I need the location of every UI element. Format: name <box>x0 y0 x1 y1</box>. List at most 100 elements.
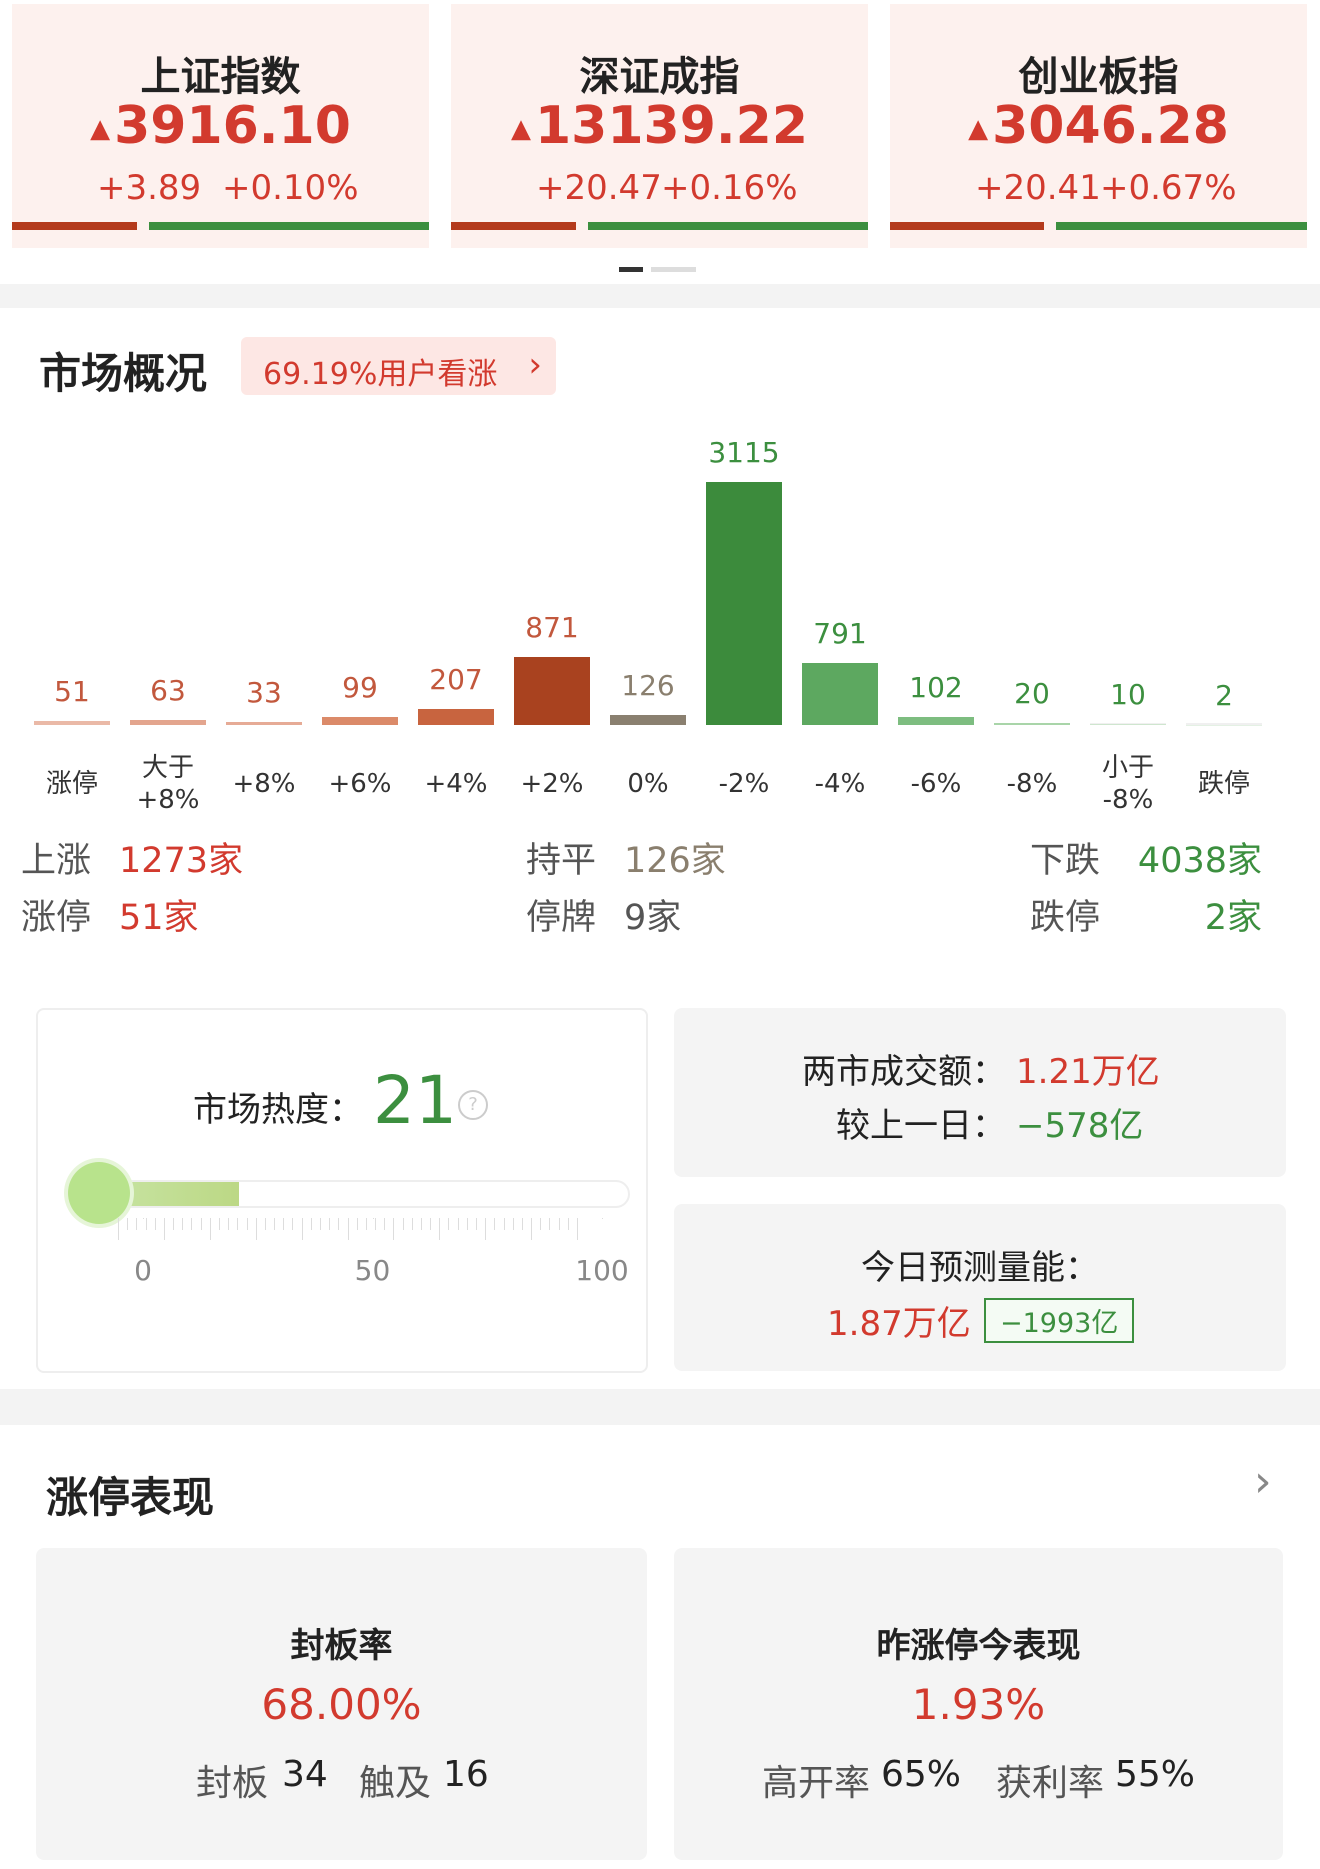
sentiment-badge[interactable]: 69.19%用户看涨 › <box>241 337 556 395</box>
gauge-minor-tick <box>457 1218 459 1230</box>
gauge-minor-tick <box>191 1218 193 1230</box>
gauge-tick <box>372 1218 374 1219</box>
gauge-minor-tick <box>420 1218 422 1230</box>
gauge-minor-tick <box>292 1218 294 1230</box>
index-name: 上证指数 <box>140 54 301 100</box>
section-title: 涨停表现 <box>46 1473 215 1522</box>
gauge-tick <box>602 1218 603 1219</box>
gauge-minor-tick <box>567 1218 569 1230</box>
stat-label: 上涨 <box>21 841 92 881</box>
bar-value: 126 <box>621 669 675 703</box>
gauge-minor-tick <box>393 1218 395 1240</box>
stat-value: 9家 <box>624 898 682 938</box>
gauge-minor-tick <box>430 1218 432 1230</box>
index-card[interactable]: 创业板指 ▲3046.28 +20.41 +0.67% <box>890 4 1307 248</box>
ratio-bar <box>149 222 429 230</box>
index-card[interactable]: 上证指数 ▲3916.10 +3.89 +0.10% <box>12 4 429 248</box>
gauge-minor-tick <box>521 1218 523 1230</box>
gauge-minor-tick <box>173 1218 175 1230</box>
gauge-minor-tick <box>494 1218 496 1230</box>
turnover-card: 两市成交额： 1.21万亿 较上一日： −578亿 <box>674 1008 1286 1177</box>
bar-category: -6% <box>910 769 962 799</box>
seal-card: 封板率 68.00% 封板 34 触及 16 <box>36 1548 647 1860</box>
forecast-delta: −1993亿 <box>984 1298 1135 1343</box>
gauge-minor-tick <box>375 1218 377 1230</box>
gauge-minor-tick <box>384 1218 386 1230</box>
bar <box>994 723 1070 725</box>
stat-label: 下跌 <box>1030 841 1101 881</box>
stat-label: 停牌 <box>526 898 597 938</box>
ratio-bar <box>1056 222 1307 230</box>
detail-value: 34 <box>282 1754 328 1795</box>
stat-value: 1273家 <box>119 841 244 881</box>
bar-category: +6% <box>328 769 392 799</box>
gauge-minor-tick <box>402 1218 404 1230</box>
gauge-minor-tick <box>466 1218 468 1230</box>
gauge-minor-tick <box>255 1218 257 1240</box>
heat-card: 市场热度： 21 ? 0 50 100 <box>36 1008 648 1373</box>
index-name: 深证成指 <box>579 54 740 100</box>
detail-label: 触及 <box>359 1763 432 1804</box>
detail-label: 高开率 <box>762 1763 871 1804</box>
bar-category: -8% <box>1006 769 1058 799</box>
ratio-bar <box>588 222 868 230</box>
gauge-tick-label: 0 <box>134 1254 152 1287</box>
bar-value: 207 <box>429 662 483 696</box>
index-change: +20.47 <box>536 168 662 208</box>
bar-value: 51 <box>54 675 90 709</box>
gauge-minor-tick <box>411 1218 413 1230</box>
index-value-row: ▲3916.10 <box>12 96 429 156</box>
card-value: 68.00% <box>261 1680 422 1729</box>
bar-value: 63 <box>150 674 186 708</box>
bar-value: 10 <box>1110 678 1146 712</box>
index-card[interactable]: 深证成指 ▲13139.22 +20.47 +0.16% <box>451 4 868 248</box>
gauge-minor-tick <box>209 1218 211 1240</box>
pager-dot <box>619 267 643 272</box>
gauge-minor-tick <box>154 1218 156 1230</box>
heat-value: 21 <box>373 1062 457 1139</box>
index-pct: +0.16% <box>661 168 798 208</box>
bar-value: 102 <box>909 671 963 705</box>
gauge-tick-label: 100 <box>575 1254 629 1287</box>
detail-label: 封板 <box>196 1763 269 1804</box>
index-name: 创业板指 <box>1018 54 1179 100</box>
bar-base <box>1186 723 1262 725</box>
index-pct: +0.10% <box>222 168 359 208</box>
gauge-minor-tick <box>347 1218 349 1240</box>
index-value-row: ▲3046.28 <box>890 96 1307 156</box>
bar-category: 大于 +8% <box>136 753 200 815</box>
bar-category: 涨停 <box>45 769 98 799</box>
gauge-minor-tick <box>365 1218 367 1230</box>
gauge-minor-tick <box>301 1218 303 1240</box>
card-title: 封板率 <box>290 1626 393 1666</box>
gauge-minor-tick <box>274 1218 276 1230</box>
index-value: 3046.28 <box>992 96 1229 156</box>
help-icon[interactable]: ? <box>458 1090 488 1120</box>
detail-value: 55% <box>1115 1754 1196 1795</box>
ratio-bar <box>890 222 1045 230</box>
stat-label: 跌停 <box>1030 898 1101 938</box>
gauge-minor-tick <box>549 1218 551 1230</box>
stat-value: 2家 <box>1204 898 1262 938</box>
stat-label: 涨停 <box>21 898 92 938</box>
gauge-minor-tick <box>558 1218 560 1230</box>
up-arrow: ▲ <box>510 114 531 144</box>
heat-label: 市场热度： <box>193 1090 363 1130</box>
chevron[interactable]: › <box>1254 1456 1272 1507</box>
gauge-minor-tick <box>310 1218 312 1230</box>
gauge-minor-tick <box>163 1218 165 1240</box>
bar-base <box>1090 723 1166 725</box>
yesterday-card: 昨涨停今表现 1.93% 高开率 65% 获利率 55% <box>674 1548 1283 1860</box>
bar-value: 791 <box>813 617 867 651</box>
compare-value: −578亿 <box>1016 1106 1144 1146</box>
detail-label: 获利率 <box>996 1763 1105 1804</box>
pager-dot <box>651 267 696 272</box>
bar-category: -4% <box>814 769 866 799</box>
gauge-minor-tick <box>264 1218 266 1230</box>
gauge-minor-tick <box>127 1218 129 1230</box>
bar-category: 0% <box>627 769 669 799</box>
gauge-minor-tick <box>503 1218 505 1230</box>
gauge-minor-tick <box>512 1218 514 1230</box>
bar-value: 3115 <box>708 436 780 469</box>
gauge-knob <box>68 1162 130 1224</box>
